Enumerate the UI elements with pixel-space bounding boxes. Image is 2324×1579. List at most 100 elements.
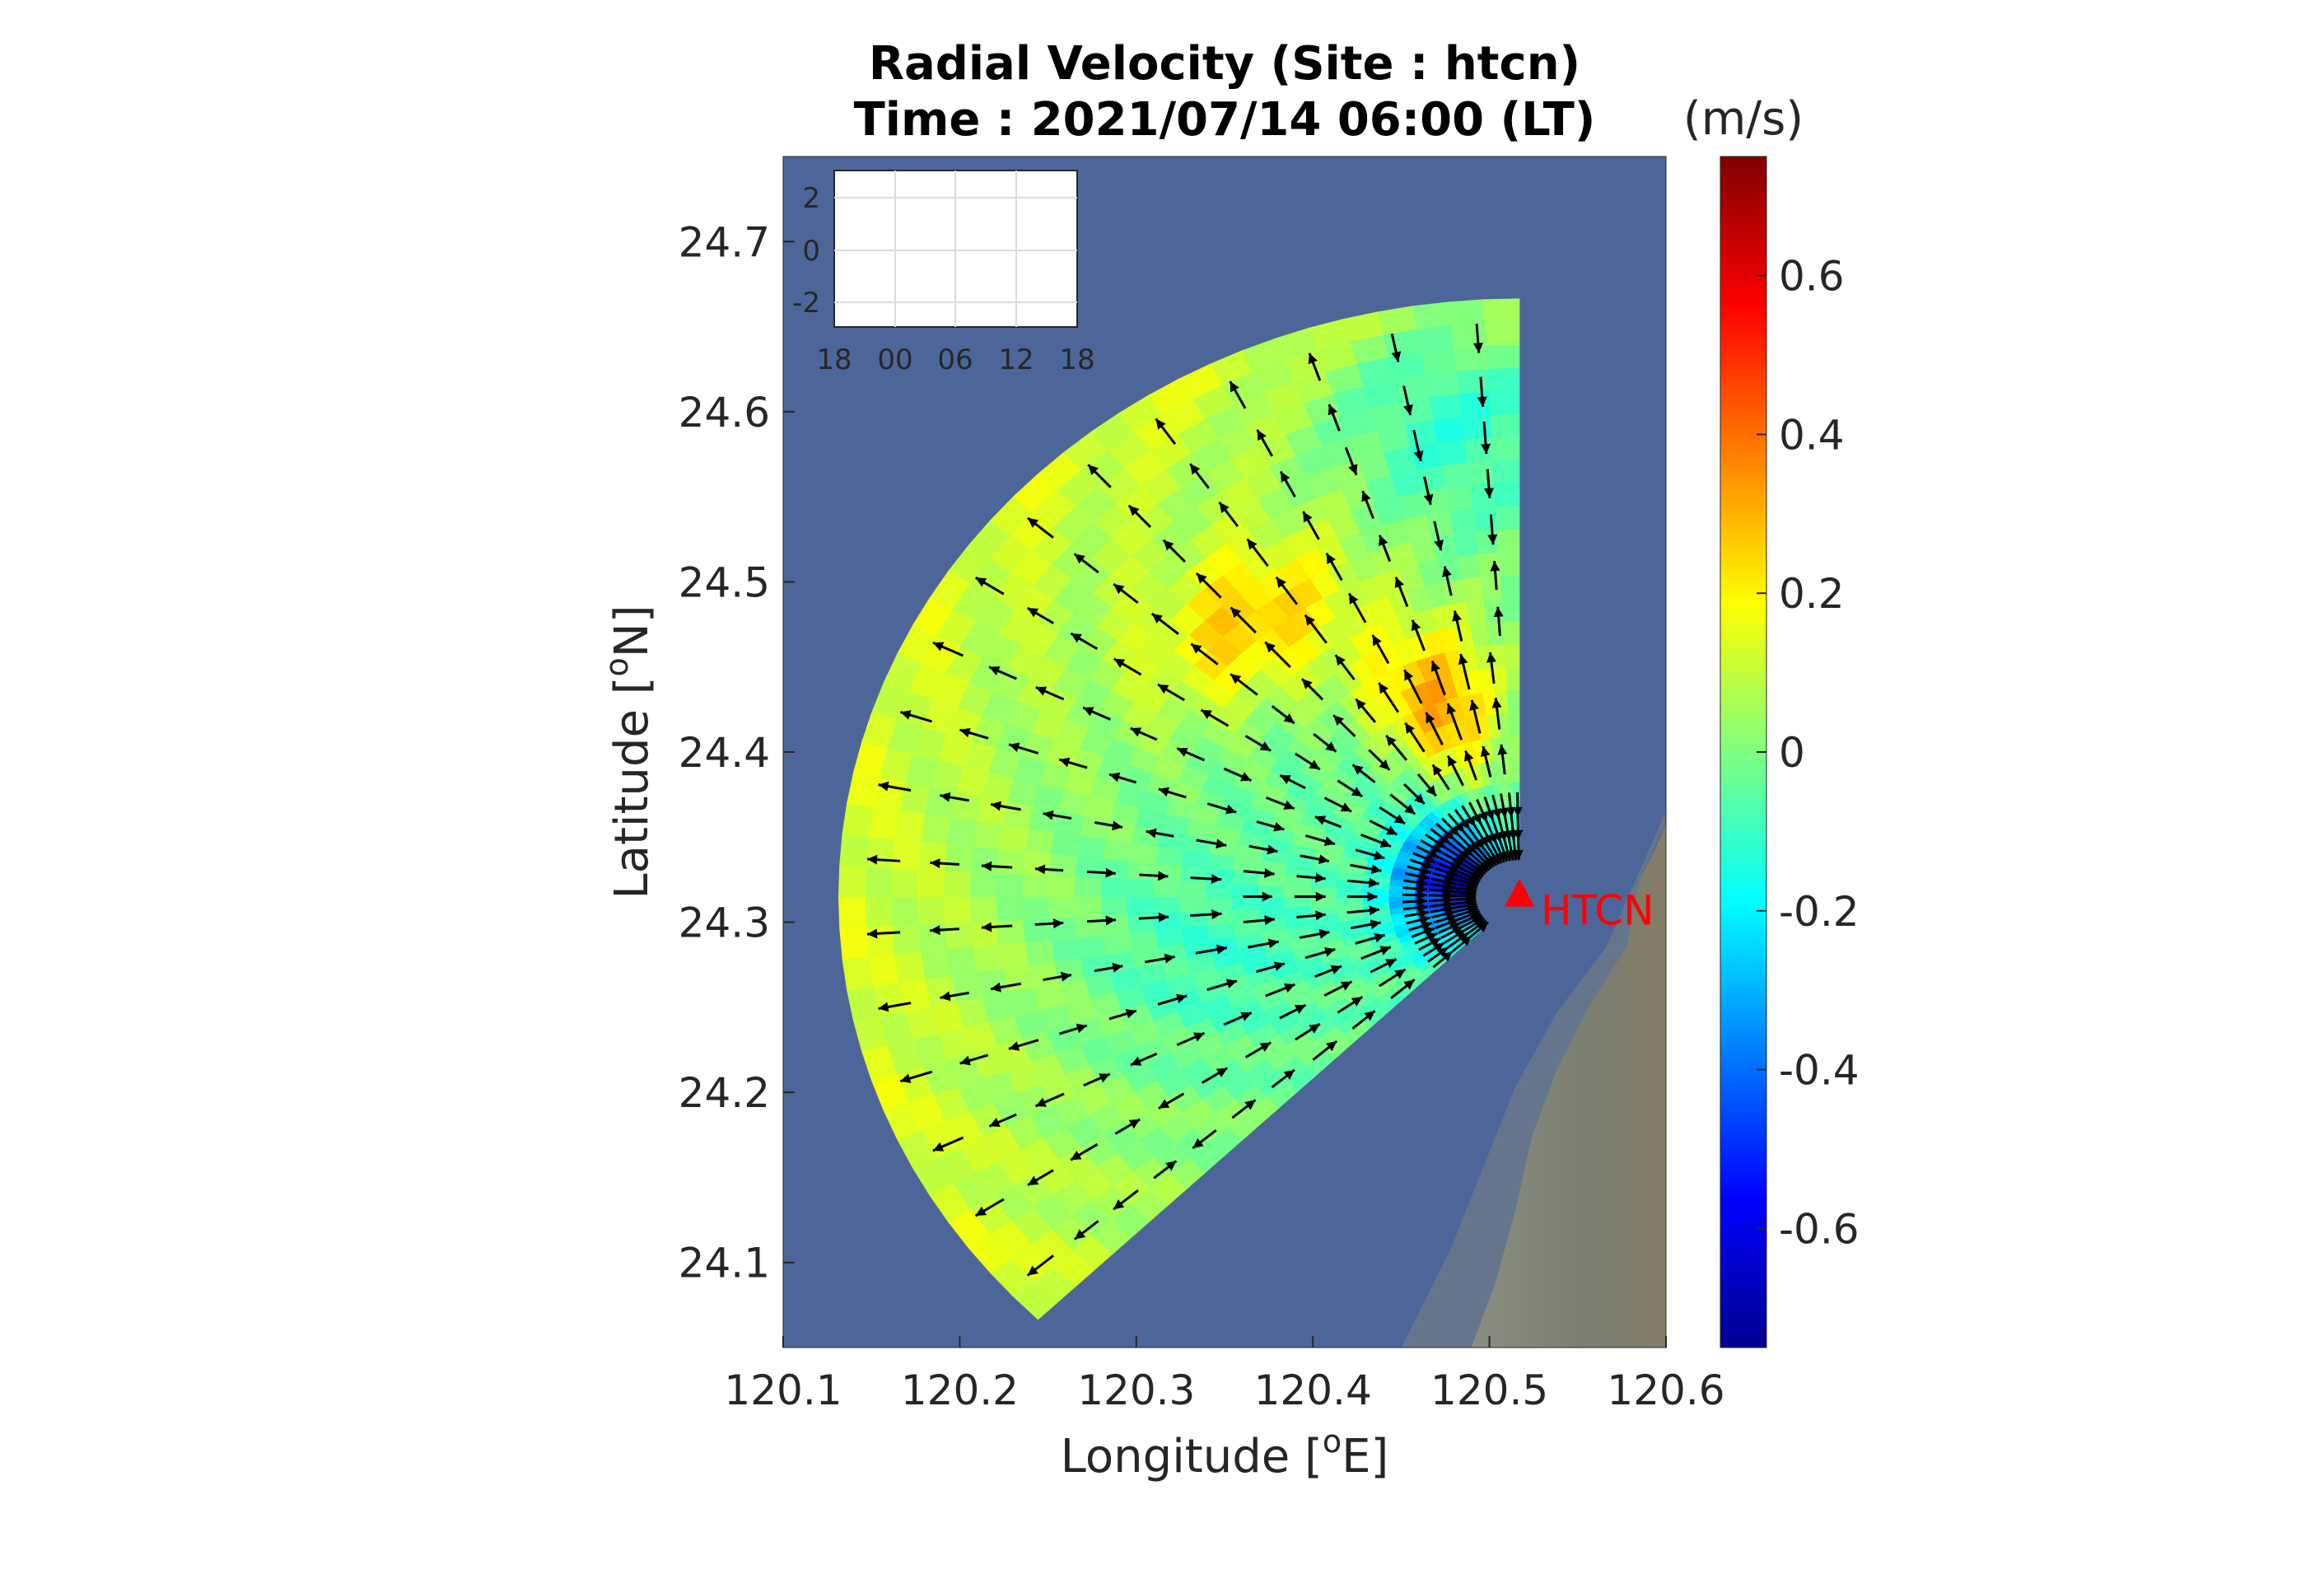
- y-axis: 24.1 24.2 24.3 24.4 24.5 24.6 24.7: [679, 218, 795, 1287]
- current-arrow-head: [1318, 928, 1330, 939]
- heatmap-cell: [1336, 896, 1364, 906]
- current-arrow-head: [1009, 742, 1020, 753]
- current-arrow-head: [1441, 566, 1452, 577]
- site-triangle-icon: [1505, 878, 1535, 907]
- heatmap-cell: [1152, 879, 1180, 897]
- current-arrow-head: [930, 858, 940, 869]
- site-label: HTCN: [1541, 887, 1654, 935]
- current-arrow-head: [1192, 1138, 1204, 1148]
- current-arrow-head: [1225, 804, 1237, 815]
- y-tick-label: 24.7: [679, 218, 770, 266]
- current-arrow-head: [1411, 619, 1421, 632]
- heatmap-cell: [1456, 367, 1490, 395]
- current-arrow-head: [1413, 450, 1424, 461]
- current-arrow-head: [1497, 744, 1508, 755]
- current-arrow-head: [932, 1142, 945, 1152]
- heatmap-cell: [917, 896, 945, 925]
- heatmap-cell: [943, 869, 971, 897]
- x-tick-label: 120.6: [1607, 1366, 1724, 1414]
- current-arrow-head: [1201, 709, 1212, 720]
- current-arrow-head: [1426, 785, 1436, 797]
- heatmap-cell: [839, 926, 870, 960]
- current-arrow-head: [1099, 1073, 1110, 1083]
- current-arrow-head: [1405, 722, 1415, 735]
- current-arrow-head: [1512, 806, 1523, 817]
- heatmap-cell: [1178, 910, 1208, 928]
- current-arrow-head: [1113, 658, 1126, 669]
- heatmap-cell: [1074, 855, 1104, 878]
- heatmap-cell: [1486, 344, 1520, 369]
- current-arrow-head: [1244, 1100, 1256, 1110]
- y-tick-label: 24.2: [679, 1069, 770, 1117]
- current-arrow-head: [1418, 909, 1429, 919]
- current-arrow-head: [1361, 491, 1371, 502]
- current-arrow-head: [1435, 839, 1446, 848]
- heatmap-cell: [996, 918, 1025, 946]
- current-arrow-head: [867, 928, 878, 939]
- heatmap-cell: [839, 834, 870, 867]
- heatmap-cell: [944, 843, 973, 872]
- current-arrow-head: [1303, 511, 1313, 523]
- current-arrow-head: [1404, 804, 1416, 815]
- heatmap-cell: [920, 813, 951, 844]
- current-arrow-head: [1163, 540, 1174, 551]
- heatmap-cell: [945, 817, 978, 847]
- current-arrow-head: [1326, 553, 1336, 564]
- current-arrow-head: [1352, 764, 1364, 775]
- current-arrow-head: [989, 1118, 1001, 1128]
- heatmap-cell: [842, 956, 874, 991]
- heatmap-cell: [1457, 553, 1482, 580]
- current-arrow-head: [1328, 404, 1337, 416]
- heatmap-cell: [945, 946, 978, 977]
- current-arrow-head: [1333, 715, 1344, 726]
- current-arrow-head: [1146, 828, 1157, 839]
- current-arrow-head: [1478, 811, 1488, 823]
- current-arrow-head: [1008, 1041, 1020, 1051]
- heatmap-cell: [1154, 927, 1184, 948]
- heatmap-cell: [1053, 957, 1085, 983]
- current-arrow-head: [1230, 674, 1242, 684]
- heatmap-cell: [1021, 896, 1050, 920]
- colorbar-tick-label: 0.6: [1779, 253, 1845, 301]
- current-arrow-head: [1472, 813, 1482, 825]
- colorbar-ticks: 0.6 0.4 0.2 0 -0.2 -0.4 -0.6: [1757, 253, 1860, 1253]
- heatmap-cell: [891, 923, 922, 955]
- current-arrow-head: [1280, 775, 1291, 784]
- current-arrow-head: [1273, 822, 1285, 832]
- current-arrow-head: [1043, 810, 1054, 820]
- heatmap-cell: [865, 836, 895, 868]
- heatmap-cell: [1504, 643, 1520, 668]
- inset-panel: 2 0 -2 18 00 06 12 18: [792, 170, 1095, 376]
- heatmap-cell: [1477, 551, 1501, 577]
- current-arrow-head: [932, 642, 945, 652]
- heatmap-cell: [1510, 758, 1520, 782]
- current-arrow-head: [1076, 1023, 1087, 1034]
- current-arrow-head: [1301, 679, 1313, 689]
- current-arrows: [866, 323, 1524, 1277]
- heatmap-cell: [865, 925, 895, 957]
- heatmap-cell: [1481, 574, 1502, 600]
- x-tick-label: 120.5: [1430, 1366, 1548, 1414]
- heatmap-cell: [1074, 896, 1102, 918]
- current-arrow-head: [1158, 871, 1169, 881]
- heatmap-cell: [1472, 506, 1498, 531]
- current-arrow-head: [1417, 902, 1428, 913]
- current-arrow-head: [1434, 540, 1444, 551]
- current-arrow-head: [1394, 577, 1404, 588]
- current-arrow-head: [1151, 613, 1163, 624]
- current-arrow-head: [1416, 896, 1428, 907]
- x-axis-label: Longitude [oE]: [1061, 1423, 1389, 1483]
- current-arrow-head: [1477, 396, 1487, 407]
- heatmap-cell: [1496, 505, 1520, 530]
- heatmap-cell: [917, 841, 947, 871]
- current-arrow-head: [991, 801, 1001, 811]
- current-arrow-head: [1431, 843, 1443, 853]
- heatmap-cell: [1076, 934, 1107, 959]
- inset-ytick: 0: [802, 235, 820, 268]
- heatmap-cell: [1128, 929, 1158, 951]
- current-arrow-head: [989, 666, 1001, 676]
- current-arrow-head: [867, 854, 878, 865]
- current-arrow-head: [1513, 829, 1524, 840]
- current-arrow-head: [1364, 1011, 1375, 1021]
- current-arrow-head: [1259, 741, 1272, 751]
